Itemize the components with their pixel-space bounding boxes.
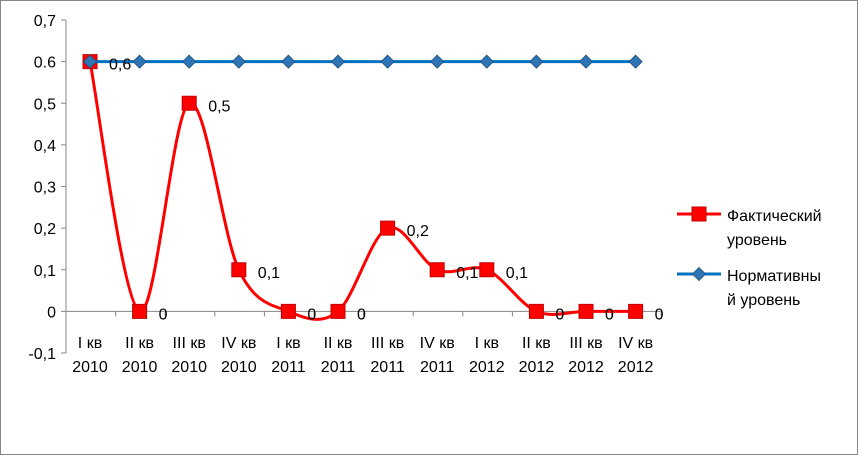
data-point bbox=[281, 54, 296, 69]
x-tick-label: I кв bbox=[475, 335, 499, 352]
data-point bbox=[181, 95, 197, 111]
x-tick-label: II кв bbox=[125, 335, 154, 352]
x-tick-label-year: 2011 bbox=[370, 359, 405, 376]
data-point bbox=[231, 54, 246, 69]
x-tick-label-year: 2010 bbox=[171, 359, 207, 376]
x-tick-label: II кв bbox=[522, 335, 551, 352]
data-label: 0,1 bbox=[506, 265, 528, 282]
x-tick-label-year: 2011 bbox=[420, 359, 455, 376]
y-tick-label: 0.6 bbox=[34, 55, 56, 72]
legend-entry: Фактический уровень bbox=[677, 206, 822, 249]
y-axis: -0,1 0 0,1 0,2 0,3 0,4 0,5 0.6 0,7 bbox=[28, 13, 67, 363]
x-tick-label-year: 2010 bbox=[122, 359, 158, 376]
legend-label: уровень bbox=[727, 232, 787, 249]
data-label: 0 bbox=[605, 306, 614, 323]
legend-label: й уровень bbox=[727, 292, 800, 309]
y-tick-label: 0,7 bbox=[34, 13, 56, 30]
data-point bbox=[429, 262, 445, 278]
x-tick-label: I кв bbox=[276, 335, 300, 352]
data-labels: 0,6 0 0,5 0,1 0 0 0,2 0,1 0,1 0 0 0 bbox=[109, 57, 664, 324]
x-axis: I кв 2010 II кв 2010 III кв 2010 IV кв 2010 I кв… bbox=[65, 310, 662, 376]
x-tick-label-year: 2012 bbox=[568, 359, 604, 376]
data-point bbox=[430, 54, 445, 69]
data-point bbox=[231, 262, 247, 278]
data-point bbox=[82, 54, 98, 69]
y-tick-label: -0,1 bbox=[28, 346, 56, 363]
data-point bbox=[628, 54, 643, 69]
legend-marker bbox=[691, 266, 707, 282]
y-tick-label: 0 bbox=[47, 304, 56, 321]
data-point bbox=[132, 303, 148, 319]
y-tick-label: 0,1 bbox=[34, 263, 56, 280]
data-label: 0,1 bbox=[456, 265, 478, 282]
data-label: 0 bbox=[655, 306, 664, 323]
x-tick-label: III кв bbox=[173, 335, 206, 352]
data-label: 0,6 bbox=[109, 57, 131, 74]
x-tick-label-year: 2010 bbox=[221, 359, 257, 376]
y-tick-label: 0,5 bbox=[34, 96, 56, 113]
data-point bbox=[628, 303, 644, 319]
series-line bbox=[88, 61, 636, 321]
x-tick-label: IV кв bbox=[221, 335, 256, 352]
data-point bbox=[528, 303, 544, 319]
data-point bbox=[280, 303, 296, 319]
data-point bbox=[578, 54, 594, 69]
x-tick-label-year: 2012 bbox=[519, 359, 555, 376]
x-tick-label: IV кв bbox=[420, 335, 455, 352]
data-label: 0 bbox=[357, 306, 366, 323]
y-tick-label: 0,3 bbox=[34, 180, 56, 197]
x-tick-label: I кв bbox=[78, 335, 102, 352]
data-point bbox=[182, 54, 197, 69]
data-point bbox=[330, 303, 346, 319]
series-actual bbox=[82, 54, 644, 321]
x-tick-label: III кв bbox=[371, 335, 404, 352]
data-label: 0,1 bbox=[258, 265, 280, 282]
data-point bbox=[578, 303, 594, 319]
x-tick-label-year: 2011 bbox=[321, 359, 356, 376]
series-normative bbox=[82, 54, 643, 69]
data-point bbox=[479, 262, 495, 278]
x-tick-label-year: 2012 bbox=[618, 359, 654, 376]
x-tick-label: IV кв bbox=[618, 335, 653, 352]
legend: Фактический уровень Нормативны й уровень bbox=[677, 206, 822, 309]
data-label: 0 bbox=[555, 306, 564, 323]
x-tick-label: II кв bbox=[324, 335, 353, 352]
data-label: 0 bbox=[307, 306, 316, 323]
x-tick-label-year: 2012 bbox=[469, 359, 505, 376]
data-point bbox=[132, 54, 147, 69]
x-tick-label-year: 2010 bbox=[72, 359, 108, 376]
x-tick-label-year: 2011 bbox=[271, 359, 306, 376]
legend-entry: Нормативны й уровень bbox=[677, 266, 821, 309]
series-plot bbox=[82, 54, 644, 321]
legend-label: Нормативны bbox=[727, 268, 821, 285]
y-tick-label: 0,4 bbox=[34, 138, 56, 155]
legend-marker bbox=[691, 206, 707, 222]
data-point bbox=[529, 54, 544, 69]
data-point bbox=[380, 220, 396, 236]
data-point bbox=[380, 54, 395, 69]
y-tick-label: 0,2 bbox=[34, 221, 56, 238]
data-point bbox=[330, 54, 346, 69]
data-label: 0,2 bbox=[407, 223, 429, 240]
data-label: 0 bbox=[159, 306, 168, 323]
legend-label: Фактический bbox=[727, 208, 822, 225]
data-point bbox=[479, 54, 494, 69]
x-tick-label: III кв bbox=[569, 335, 602, 352]
data-label: 0,5 bbox=[208, 98, 230, 115]
